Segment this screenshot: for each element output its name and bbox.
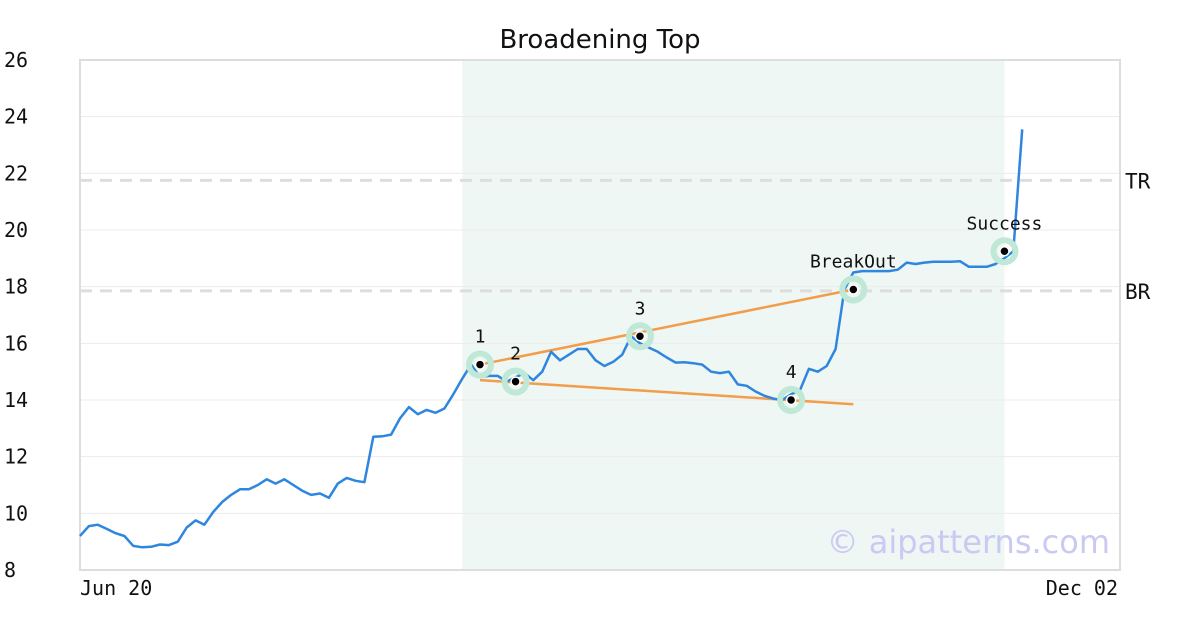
point-dot xyxy=(848,284,859,295)
level-label-tr: TR xyxy=(1125,169,1151,193)
point-dot xyxy=(474,359,486,370)
pattern-highlight-region xyxy=(462,60,1005,570)
point-ring xyxy=(501,367,530,396)
x-tick-label: Jun 20 xyxy=(80,576,152,600)
y-tick-label: 26 xyxy=(4,48,28,72)
y-tick-label: 20 xyxy=(4,218,28,242)
chart-title: Broadening Top xyxy=(499,25,700,55)
point-label: BreakOut xyxy=(810,252,897,273)
point-label: 2 xyxy=(510,344,521,365)
point-ring xyxy=(990,237,1019,266)
level-lines: TR BR xyxy=(80,169,1151,304)
y-tick-label: 10 xyxy=(4,501,28,525)
level-label-br: BR xyxy=(1125,280,1151,304)
point-ring xyxy=(777,386,806,414)
point-dot xyxy=(999,246,1010,257)
plot-frame xyxy=(79,59,1121,571)
y-tick-label: 12 xyxy=(4,445,28,469)
x-axis-ticks: Jun 20 Dec 02 xyxy=(80,576,1118,600)
point-label: Success xyxy=(967,213,1043,234)
y-tick-label: 24 xyxy=(4,105,28,129)
y-axis-ticks: 8 10 12 14 16 18 20 22 24 26 xyxy=(4,48,28,582)
point-label: 1 xyxy=(475,327,486,348)
y-tick-label: 14 xyxy=(4,388,28,412)
price-series-line xyxy=(79,129,1024,549)
point-ring xyxy=(839,275,868,304)
point-dot xyxy=(634,331,646,342)
upper-trendline xyxy=(479,288,854,366)
point-label: 3 xyxy=(635,298,646,319)
point-ring xyxy=(466,350,494,379)
point-ring xyxy=(626,322,654,351)
watermark: © aipatterns.com xyxy=(827,523,1110,561)
point-dot xyxy=(785,394,797,406)
y-tick-label: 8 xyxy=(4,558,16,582)
x-tick-label: Dec 02 xyxy=(1046,576,1118,600)
y-tick-label: 22 xyxy=(4,161,28,185)
y-tick-label: 16 xyxy=(4,331,28,355)
point-label: 4 xyxy=(786,362,797,383)
y-tick-label: 18 xyxy=(4,275,28,299)
point-dot xyxy=(510,376,521,387)
pattern-points: 1 2 3 4 BreakOut Success xyxy=(466,213,1043,414)
